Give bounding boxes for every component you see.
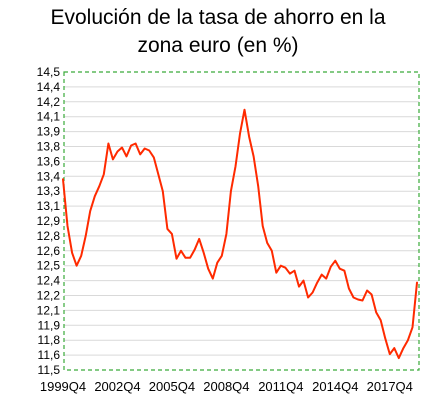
y-tick-label: 11,6 — [38, 348, 61, 362]
y-tick-label: 12,5 — [37, 259, 61, 273]
x-tick-label: 1999Q4 — [40, 379, 86, 394]
x-tick-label: 2002Q4 — [94, 379, 140, 394]
y-tick-label: 12,9 — [37, 214, 61, 228]
y-tick-label: 14,5 — [37, 65, 61, 79]
y-tick-label: 14,4 — [37, 80, 61, 94]
y-tick-label: 11,5 — [38, 363, 61, 377]
x-tick-label: 2014Q4 — [312, 379, 358, 394]
series-line — [62, 108, 418, 360]
y-tick-label: 12,8 — [37, 229, 61, 243]
x-axis-ticks: 1999Q4 2002Q4 2005Q4 2008Q4 2011Q4 2014Q4 2017… — [40, 379, 413, 394]
y-tick-label: 13,8 — [37, 140, 61, 154]
y-axis-ticks: 14,514,414,214,113,913,813,613,413,313,1… — [37, 65, 61, 377]
x-tick-label: 2011Q4 — [258, 379, 303, 394]
y-tick-label: 14,2 — [37, 95, 61, 109]
x-tick-label: 2017Q4 — [367, 379, 413, 394]
y-tick-label: 13,9 — [37, 125, 61, 139]
chart-title-line-2: zona euro (en %) — [137, 34, 299, 57]
chart-title: Evolución de la tasa de ahorro en la zon… — [0, 4, 436, 60]
y-tick-label: 13,3 — [37, 184, 61, 198]
plot-area-border — [63, 71, 420, 371]
y-tick-label: 12,6 — [37, 244, 61, 258]
y-tick-label: 13,1 — [37, 199, 61, 213]
y-tick-label: 12,4 — [37, 274, 61, 288]
x-tick-label: 2008Q4 — [203, 379, 249, 394]
grid-lines — [64, 86, 419, 356]
y-tick-label: 11,8 — [38, 333, 61, 347]
y-tick-label: 12,1 — [37, 303, 61, 317]
y-tick-label: 12,2 — [37, 289, 61, 303]
y-tick-label: 14,1 — [37, 110, 61, 124]
x-tick-label: 2005Q4 — [149, 379, 195, 394]
chart-title-line-1: Evolución de la tasa de ahorro en la — [50, 6, 386, 29]
y-tick-label: 13,4 — [37, 169, 61, 183]
y-tick-label: 13,6 — [37, 154, 61, 168]
y-tick-label: 11,9 — [38, 318, 61, 332]
